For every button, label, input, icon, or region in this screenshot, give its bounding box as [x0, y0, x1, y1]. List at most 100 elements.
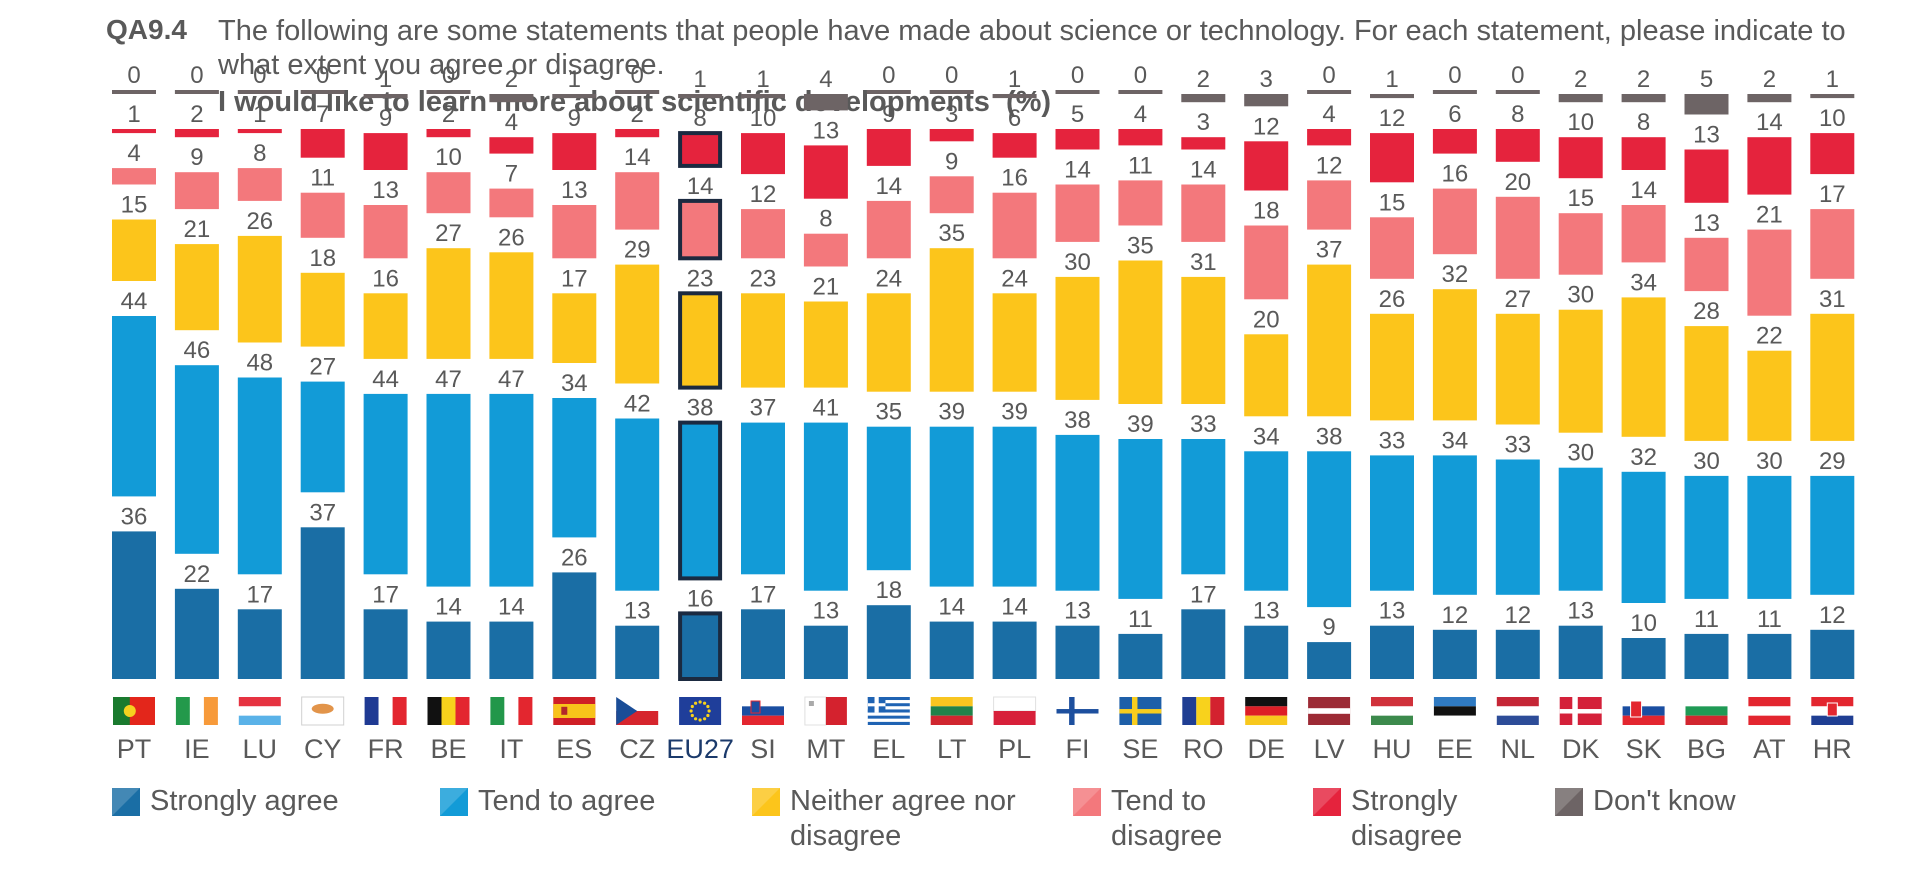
bar-tend-agree	[300, 381, 345, 493]
bar-tend-agree	[237, 377, 282, 575]
category-label: DK	[1562, 734, 1600, 764]
data-label: 10	[750, 105, 777, 132]
data-label: 15	[1567, 185, 1594, 212]
bar-tend-disagree	[1621, 205, 1666, 263]
bar-strongly-agree	[363, 609, 408, 679]
bar-neither	[1432, 289, 1477, 421]
legend-swatch	[440, 788, 468, 816]
data-label: 17	[372, 581, 399, 608]
bar-strongly-agree	[803, 625, 848, 679]
slovenia-flag	[742, 697, 784, 725]
data-label: 13	[1064, 598, 1091, 625]
legend-item-strongly-disagree: Strongly disagree	[1313, 784, 1531, 854]
bar-neither	[929, 248, 974, 392]
category-label: HR	[1813, 734, 1852, 764]
data-label: 13	[1693, 122, 1720, 149]
chart-legend: Strongly agree Tend to agree Neither agree…	[0, 784, 1920, 879]
bar-neither	[1747, 350, 1792, 441]
data-label: 47	[498, 366, 525, 393]
bar-neither	[615, 264, 660, 384]
bar-dont-know	[489, 94, 534, 103]
bar-stack-lt: 14 39 35 9 3 0 LT	[929, 62, 974, 764]
bar-neither	[1810, 313, 1855, 441]
spain-flag	[553, 697, 596, 725]
bar-strongly-agree	[1118, 633, 1163, 679]
category-label: IT	[499, 734, 523, 764]
bar-strongly-disagree	[929, 129, 974, 142]
bar-tend-agree	[1244, 451, 1289, 591]
data-label: 3	[945, 101, 958, 128]
bar-tend-disagree	[1307, 180, 1352, 230]
data-label: 21	[184, 216, 211, 243]
bar-dont-know	[615, 90, 660, 94]
data-label: 0	[253, 62, 266, 89]
data-label: 13	[372, 177, 399, 204]
data-label: 6	[1448, 101, 1461, 128]
legend-swatch	[112, 788, 140, 816]
bar-tend-disagree	[678, 198, 723, 261]
legend-label: Don't know	[1593, 785, 1736, 817]
bar-strongly-disagree	[112, 129, 156, 134]
bar-neither	[803, 301, 848, 388]
bar-tend-agree	[1370, 455, 1414, 591]
slovakia-flag	[1622, 697, 1665, 725]
data-label: 12	[1253, 113, 1280, 140]
eu-flag	[679, 697, 722, 725]
bar-dont-know	[678, 94, 723, 99]
data-label: 14	[1190, 157, 1217, 184]
bar-tend-disagree	[489, 188, 534, 218]
category-label: EE	[1437, 734, 1473, 764]
bar-strongly-agree	[1370, 625, 1414, 679]
bar-neither	[1370, 313, 1414, 421]
bar-dont-know	[552, 94, 597, 99]
bar-stack-cy: 37 27 18 11 7 0 CY	[300, 62, 345, 764]
germany-flag	[1245, 697, 1288, 725]
bar-strongly-agree	[866, 605, 911, 679]
data-label: 14	[435, 594, 462, 621]
bar-stack-pl: 14 39 24 16 6 1 PL	[992, 66, 1037, 764]
bar-dont-know	[112, 90, 156, 94]
bar-strongly-disagree	[1244, 141, 1289, 191]
ireland-flag	[175, 697, 218, 725]
data-label: 2	[442, 101, 455, 128]
bar-stack-be: 14 47 27 10 2 0 BE	[426, 62, 471, 764]
bar-stack-mt: 13 41 21 8 13 4 MT	[803, 66, 848, 764]
bar-tend-disagree	[741, 209, 785, 259]
data-label: 0	[442, 62, 455, 89]
bar-neither	[1495, 313, 1540, 425]
bar-tend-agree	[929, 426, 974, 587]
data-label: 0	[882, 62, 895, 89]
data-label: 37	[750, 395, 777, 422]
data-label: 9	[190, 144, 203, 171]
data-label: 33	[1504, 432, 1531, 459]
legend-swatch	[1555, 788, 1583, 816]
bar-tend-agree	[174, 365, 219, 554]
data-label: 14	[1001, 594, 1028, 621]
data-label: 32	[1442, 261, 1469, 288]
data-label: 1	[693, 66, 706, 93]
bar-stack-de: 13 34 20 18 12 3 DE	[1244, 66, 1289, 764]
bar-neither	[174, 244, 219, 331]
poland-flag	[993, 696, 1037, 725]
data-label: 46	[184, 337, 211, 364]
legend-swatch	[1313, 788, 1341, 816]
bar-tend-agree	[1118, 439, 1163, 599]
legend-label: Strongly disagree	[1351, 785, 1463, 852]
data-label: 14	[624, 144, 651, 171]
bar-strongly-agree	[426, 621, 471, 679]
data-label: 27	[1504, 286, 1531, 313]
bar-strongly-agree	[929, 621, 974, 679]
bar-tend-agree	[426, 393, 471, 587]
bar-tend-agree	[741, 422, 785, 575]
bar-stack-se: 11 39 35 11 4 0 SE	[1118, 62, 1163, 764]
data-label: 15	[1379, 189, 1406, 216]
bar-stack-dk: 13 30 30 15 10 2 DK	[1558, 66, 1603, 764]
data-label: 1	[127, 101, 140, 128]
data-label: 13	[813, 598, 840, 625]
data-label: 37	[1316, 237, 1343, 264]
data-label: 23	[750, 265, 777, 292]
data-label: 12	[750, 181, 777, 208]
bar-strongly-disagree	[1055, 129, 1100, 150]
bar-strongly-disagree	[1307, 129, 1352, 146]
data-label: 14	[1064, 157, 1091, 184]
